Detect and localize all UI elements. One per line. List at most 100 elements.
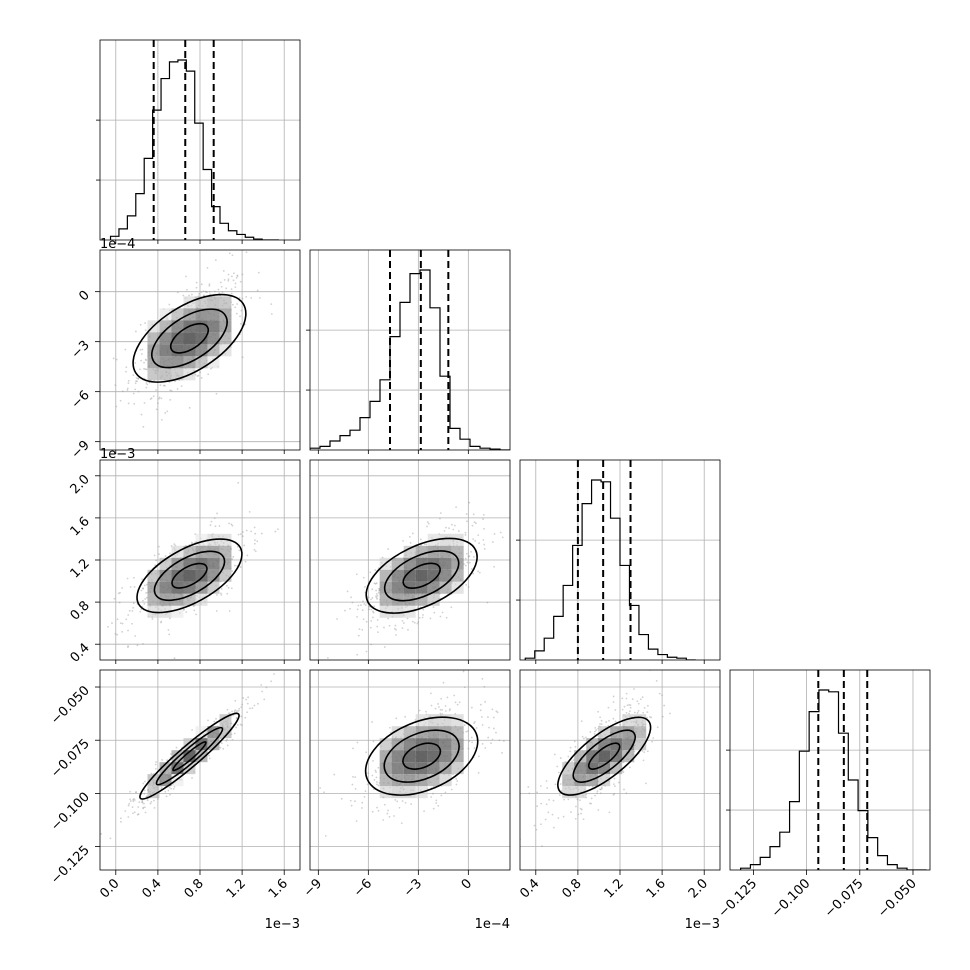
- density-cell: [195, 320, 208, 333]
- density-cell: [207, 569, 220, 582]
- sample-point: [127, 646, 129, 649]
- sample-point: [173, 543, 176, 546]
- sample-point: [377, 631, 379, 634]
- sample-point: [398, 806, 401, 809]
- sample-point: [642, 711, 645, 714]
- sample-point: [361, 801, 364, 804]
- sample-point: [625, 711, 628, 714]
- sample-point: [536, 791, 539, 794]
- sample-point: [367, 772, 370, 775]
- sample-point: [140, 589, 143, 592]
- sample-point: [488, 726, 490, 729]
- sample-point: [599, 788, 601, 791]
- sample-point: [225, 739, 228, 742]
- sample-point: [441, 611, 444, 614]
- sample-point: [458, 701, 461, 704]
- contour-level-2: [136, 538, 243, 614]
- sample-point: [377, 766, 380, 769]
- sample-point: [633, 688, 635, 690]
- sample-point: [435, 802, 438, 804]
- sample-point: [141, 801, 144, 804]
- density-cell: [171, 308, 184, 321]
- sample-point: [232, 555, 235, 558]
- sample-point: [376, 619, 379, 621]
- sample-point: [144, 358, 147, 361]
- sample-point: [425, 710, 427, 713]
- sample-point: [577, 813, 580, 816]
- histogram-panel-3: [726, 669, 931, 871]
- sample-point: [127, 382, 130, 384]
- sample-point: [227, 279, 230, 282]
- sample-point: [492, 727, 495, 730]
- density-cell: [159, 762, 172, 775]
- sample-point: [371, 721, 374, 723]
- sample-point: [141, 348, 144, 351]
- sample-point: [607, 706, 610, 709]
- sample-point: [139, 348, 142, 351]
- sample-point: [625, 697, 628, 700]
- sample-point: [558, 771, 560, 774]
- y-tick-label: 0.8: [68, 598, 93, 623]
- sample-point: [253, 542, 256, 545]
- y-tick-label: −9: [69, 438, 93, 462]
- density-cell: [147, 581, 160, 594]
- sample-point: [134, 635, 137, 637]
- sample-point: [388, 815, 391, 818]
- sample-point: [116, 633, 119, 636]
- density-cell: [379, 786, 392, 799]
- sample-point: [169, 552, 171, 555]
- sample-point: [135, 791, 138, 793]
- sample-point: [364, 790, 367, 793]
- sample-point: [372, 759, 374, 762]
- sample-point: [230, 275, 233, 278]
- sample-point: [468, 501, 471, 504]
- sample-point: [136, 380, 138, 383]
- sample-point: [128, 609, 131, 612]
- sample-point: [442, 681, 445, 684]
- sample-point: [536, 805, 539, 808]
- sample-point: [245, 529, 248, 532]
- sample-point: [579, 807, 582, 810]
- sample-point: [540, 823, 542, 826]
- sample-point: [404, 801, 407, 804]
- x-tick-label: 0.8: [559, 876, 584, 901]
- sample-point: [190, 293, 193, 296]
- y-tick-label: −0.100: [48, 790, 93, 835]
- sample-point: [241, 703, 243, 706]
- sample-point: [411, 620, 414, 623]
- sample-point: [234, 564, 236, 567]
- sample-point: [145, 386, 148, 389]
- sample-point: [445, 526, 447, 529]
- sample-point: [377, 591, 380, 594]
- sample-point: [548, 798, 551, 801]
- sample-point: [503, 740, 505, 742]
- sample-point: [370, 643, 373, 646]
- sample-point: [481, 742, 484, 745]
- sample-point: [402, 539, 404, 542]
- sample-point: [213, 290, 216, 293]
- sample-point: [569, 750, 572, 753]
- sample-point: [388, 726, 391, 729]
- sample-point: [356, 616, 358, 618]
- sample-point: [146, 383, 149, 386]
- sample-point: [470, 706, 473, 709]
- sample-point: [439, 708, 442, 711]
- sample-point: [237, 533, 240, 536]
- density-cell: [219, 545, 232, 558]
- sample-point: [553, 753, 556, 756]
- sample-point: [371, 588, 374, 591]
- sample-point: [231, 570, 234, 572]
- sample-point: [243, 544, 246, 547]
- sample-point: [473, 556, 475, 558]
- sample-point: [570, 811, 572, 814]
- sample-point: [197, 374, 200, 377]
- sample-point: [437, 804, 440, 807]
- sample-point: [455, 506, 457, 509]
- sample-point: [215, 392, 218, 395]
- sample-point: [244, 560, 247, 563]
- sample-point: [246, 554, 249, 557]
- sample-point: [623, 788, 625, 791]
- sample-point: [374, 569, 377, 571]
- density-cell: [427, 726, 440, 739]
- density-cell: [219, 557, 232, 570]
